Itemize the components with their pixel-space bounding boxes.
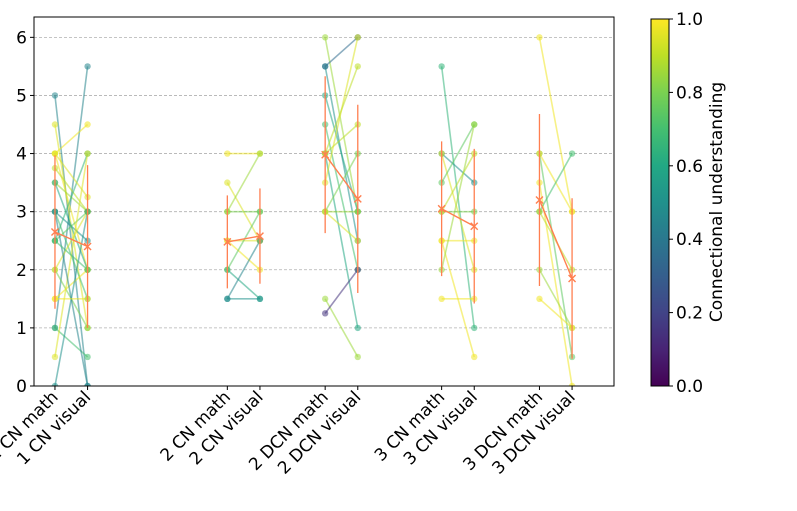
connection-line (54, 211, 89, 271)
data-point (321, 295, 329, 303)
data-point (84, 353, 91, 361)
data-point (471, 353, 478, 361)
data-point (51, 353, 59, 361)
data-point (354, 324, 361, 332)
connection-line (54, 153, 89, 270)
connection-line (538, 153, 573, 213)
mean-connection-line (227, 235, 261, 243)
data-point (536, 295, 543, 303)
connection-line (324, 153, 359, 329)
data-point (224, 150, 231, 157)
data-point (224, 179, 231, 186)
data-point (321, 63, 329, 70)
connection-line (324, 66, 359, 154)
data-point (438, 295, 445, 303)
connection-line (54, 269, 89, 300)
colorbar-label: Connectional understanding (707, 82, 727, 322)
connection-line (324, 36, 359, 67)
data-point (568, 150, 576, 157)
connection-lines (54, 36, 573, 386)
data-point (51, 382, 59, 386)
connection-line (226, 240, 261, 271)
data-point (256, 295, 264, 303)
data-point (51, 92, 59, 99)
colorbar-ticks: 0.0 0.2 0.4 0.6 0.8 1.0 (669, 10, 703, 397)
connection-line (54, 211, 89, 242)
connection-line (538, 37, 573, 212)
data-point (84, 382, 91, 386)
data-point (84, 63, 91, 70)
mean-connection-line (441, 208, 475, 227)
data-point (51, 121, 59, 128)
connection-line (324, 298, 359, 358)
data-point (51, 324, 59, 332)
connection-line (538, 298, 573, 329)
colorbar-tick-label: 0.2 (676, 304, 703, 324)
colorbar-gradient (650, 18, 670, 387)
data-point (354, 34, 361, 41)
data-point (51, 150, 59, 157)
connection-line (538, 269, 573, 329)
connection-line (54, 153, 89, 198)
y-axis: 0 1 2 3 4 5 6 (16, 28, 34, 397)
y-tick-label: 4 (16, 145, 27, 165)
connection-line (54, 123, 89, 155)
mean-marker (223, 237, 232, 246)
y-tick-label: 1 (16, 319, 27, 339)
data-point (568, 382, 576, 386)
y-tick-label: 5 (16, 86, 27, 106)
colorbar: 0.0 0.2 0.4 0.6 0.8 1.0 Connectional understa… (650, 10, 727, 397)
connection-line (324, 37, 359, 212)
mean-marker (470, 222, 479, 231)
connection-line (54, 153, 89, 242)
mean-connection-line (538, 199, 573, 279)
colorbar-tick-label: 0.4 (676, 230, 703, 250)
connection-line (54, 327, 89, 358)
connection-line (54, 240, 89, 271)
connection-line (226, 269, 261, 300)
y-tick-label: 6 (16, 28, 27, 48)
colorbar-tick-label: 0.6 (676, 157, 703, 177)
data-point (224, 295, 231, 303)
connection-line (440, 153, 475, 213)
data-point (84, 150, 91, 157)
data-point (471, 121, 478, 128)
data-point (256, 150, 264, 157)
mean-markers (50, 76, 577, 359)
mean-connection-line (324, 154, 359, 200)
connection-line (226, 240, 261, 300)
data-point (354, 63, 361, 70)
plot-frame (33, 16, 615, 387)
mean-marker (535, 196, 544, 205)
data-point (354, 353, 361, 361)
connection-line (440, 124, 476, 270)
connection-line (324, 123, 359, 155)
data-point (321, 34, 329, 41)
y-tick-label: 3 (16, 203, 27, 223)
colorbar-tick-label: 0.0 (676, 377, 703, 397)
connection-line (538, 182, 573, 386)
data-point (438, 63, 445, 70)
mean-connection-line (54, 231, 88, 248)
connection-line (324, 153, 359, 213)
data-point (321, 310, 329, 317)
colorbar-tick-label: 0.8 (676, 83, 703, 103)
connection-line (54, 167, 89, 213)
data-point (84, 121, 91, 128)
connection-line (226, 153, 261, 213)
connection-line (324, 269, 359, 314)
connection-line (440, 124, 475, 184)
data-point (471, 324, 478, 332)
y-tick-label: 2 (16, 261, 27, 281)
connection-line (441, 152, 475, 184)
mean-marker (255, 232, 264, 241)
data-point (536, 34, 543, 41)
y-tick-label: 0 (16, 377, 27, 397)
connection-line (324, 211, 359, 242)
colorbar-tick-label: 1.0 (676, 10, 703, 30)
connection-line (226, 211, 261, 271)
